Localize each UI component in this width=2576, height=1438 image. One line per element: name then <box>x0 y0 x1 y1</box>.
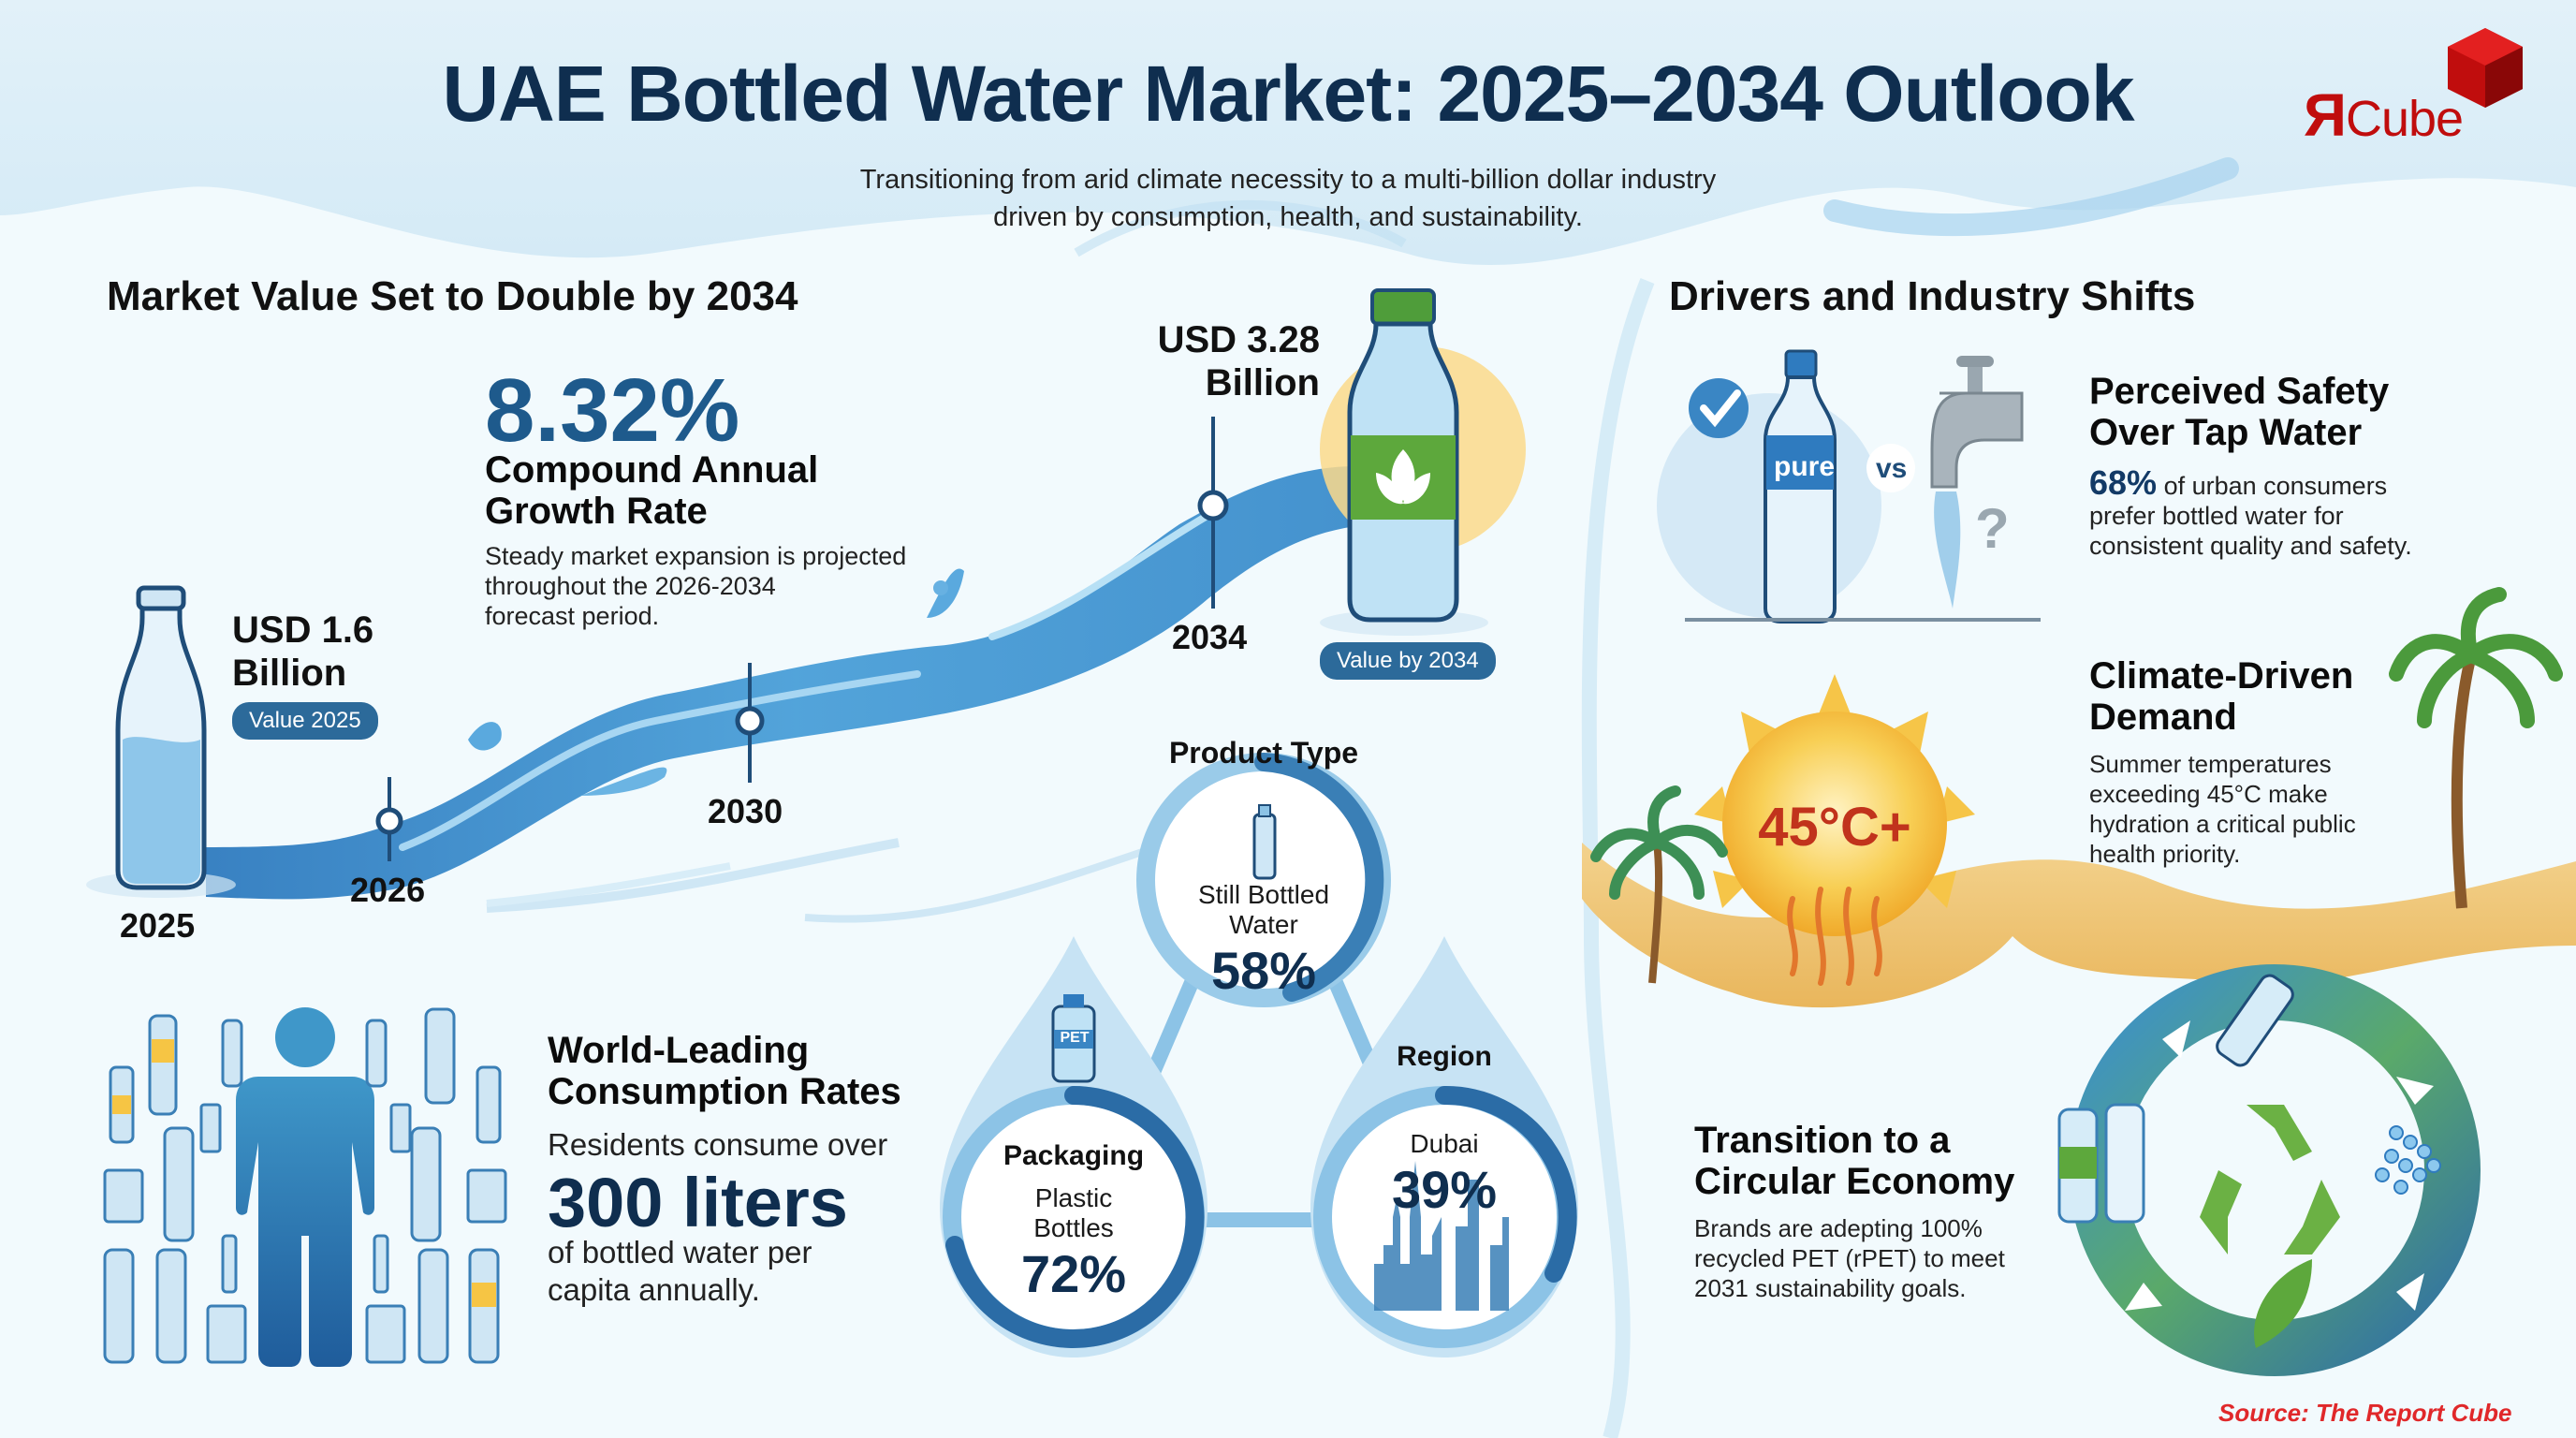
timeline-year-2026: 2026 <box>350 871 426 909</box>
logo-letter: Я <box>2304 81 2347 149</box>
consumption-heading-line: Consumption Rates <box>548 1071 901 1112</box>
product-type-segment: Still Bottled Water 58% <box>1151 880 1376 1001</box>
safety-title-line: Over Tap Water <box>2089 412 2363 453</box>
circular-text: Brands are adepting 100% recycled PET (r… <box>1694 1213 2005 1303</box>
region-value: 39% <box>1391 1160 1498 1219</box>
circular-text-line: 2031 sustainability goals. <box>1694 1274 1967 1302</box>
value-2025: USD 1.6 Billion <box>232 609 373 695</box>
product-type-label: Water <box>1229 910 1298 939</box>
product-type-value: 58% <box>1210 941 1317 1000</box>
consumption-post-line: of bottled water per <box>548 1235 812 1269</box>
packaging-heading: Packaging <box>1003 1140 1145 1171</box>
safety-text-line: prefer bottled water for <box>2089 502 2344 530</box>
climate-text-line: health priority. <box>2089 840 2241 868</box>
consumption-post: of bottled water per capita annually. <box>548 1234 812 1309</box>
pure-bottle-label: pure <box>1774 451 1836 482</box>
cagr-desc-line: forecast period. <box>485 602 660 630</box>
climate-text-line: hydration a critical public <box>2089 810 2356 838</box>
consumption-post-line: capita annually. <box>548 1272 760 1307</box>
value-2034-amount: USD 3.28 <box>1157 319 1320 360</box>
cagr-desc-line: throughout the 2026-2034 <box>485 572 776 600</box>
question-mark-icon: ? <box>1975 497 2010 560</box>
cube-icon <box>2448 28 2523 108</box>
climate-title: Climate-Driven Demand <box>2089 655 2353 738</box>
brand-logo: ЯCube <box>2298 28 2541 149</box>
vs-label: vs <box>1876 453 1908 484</box>
sun-temperature-label: 45°C+ <box>1758 797 1911 858</box>
climate-title-line: Climate-Driven <box>2089 655 2354 697</box>
packaging-value: 72% <box>1020 1244 1127 1303</box>
circular-title: Transition to a Circular Economy <box>1694 1120 2014 1202</box>
cagr-label-line: Growth Rate <box>485 491 708 532</box>
safety-text-line: consistent quality and safety. <box>2089 532 2412 560</box>
circular-text-line: recycled PET (rPET) to meet <box>1694 1244 2005 1272</box>
climate-text-line: exceeding 45°C make <box>2089 780 2328 808</box>
timeline-year-2030: 2030 <box>708 792 783 830</box>
cagr-desc-line: Steady market expansion is projected <box>485 542 907 570</box>
market-value-heading: Market Value Set to Double by 2034 <box>107 273 798 319</box>
pet-bottle-tag: PET <box>1060 1030 1090 1046</box>
value-2025-badge: Value 2025 <box>232 702 378 740</box>
cagr-label-line: Compound Annual <box>485 449 819 491</box>
circular-title-line: Transition to a <box>1694 1120 1951 1161</box>
product-type-heading: Product Type <box>1168 736 1359 770</box>
consumption-heading: World-Leading Consumption Rates <box>548 1030 901 1112</box>
value-2034: USD 3.28 Billion <box>1039 318 1320 404</box>
packaging-label: Plastic <box>1034 1183 1113 1212</box>
cagr-label: Compound Annual Growth Rate <box>485 449 818 532</box>
safety-highlight: 68% <box>2089 463 2158 502</box>
packaging-label: Bottles <box>1033 1213 1114 1242</box>
climate-title-line: Demand <box>2089 697 2237 738</box>
safety-text: 68% of urban consumers prefer bottled wa… <box>2089 466 2412 561</box>
page-title: UAE Bottled Water Market: 2025–2034 Outl… <box>442 50 2134 138</box>
value-2034-badge: Value by 2034 <box>1320 642 1496 680</box>
timeline-year-2025: 2025 <box>120 906 196 945</box>
region-segment: Dubai 39% <box>1351 1129 1538 1220</box>
source-credit: Source: The Report Cube <box>2218 1399 2512 1427</box>
safety-title-line: Perceived Safety <box>2089 371 2390 412</box>
timeline-year-2034: 2034 <box>1172 618 1248 656</box>
subtitle-line: driven by consumption, health, and susta… <box>993 202 1583 232</box>
value-2025-unit: Billion <box>232 653 347 694</box>
drivers-heading: Drivers and Industry Shifts <box>1669 273 2196 319</box>
safety-title: Perceived Safety Over Tap Water <box>2089 371 2389 453</box>
region-label: Dubai <box>1410 1129 1479 1158</box>
consumption-big-number: 300 liters <box>548 1164 848 1241</box>
climate-text-line: Summer temperatures <box>2089 750 2332 778</box>
circular-text-line: Brands are adepting 100% <box>1694 1214 1983 1242</box>
value-2034-unit: Billion <box>1205 362 1320 404</box>
climate-text: Summer temperatures exceeding 45°C make … <box>2089 749 2356 869</box>
cagr-value: 8.32% <box>485 360 740 461</box>
circular-title-line: Circular Economy <box>1694 1161 2015 1202</box>
logo-text: ЯCube <box>2304 81 2464 150</box>
value-2025-amount: USD 1.6 <box>232 609 374 651</box>
packaging-segment: Packaging Plastic Bottles 72% <box>964 1140 1183 1304</box>
region-heading: Region <box>1397 1041 1492 1072</box>
cagr-description: Steady market expansion is projected thr… <box>485 541 972 631</box>
subtitle-line: Transitioning from arid climate necessit… <box>859 165 1717 195</box>
consumption-pre: Residents consume over <box>548 1127 888 1162</box>
page-subtitle: Transitioning from arid climate necessit… <box>0 161 2576 236</box>
safety-text-line: of urban consumers <box>2157 472 2388 500</box>
product-type-label: Still Bottled <box>1197 880 1330 909</box>
logo-word: Cube <box>2346 91 2464 147</box>
consumption-heading-line: World-Leading <box>548 1030 810 1071</box>
